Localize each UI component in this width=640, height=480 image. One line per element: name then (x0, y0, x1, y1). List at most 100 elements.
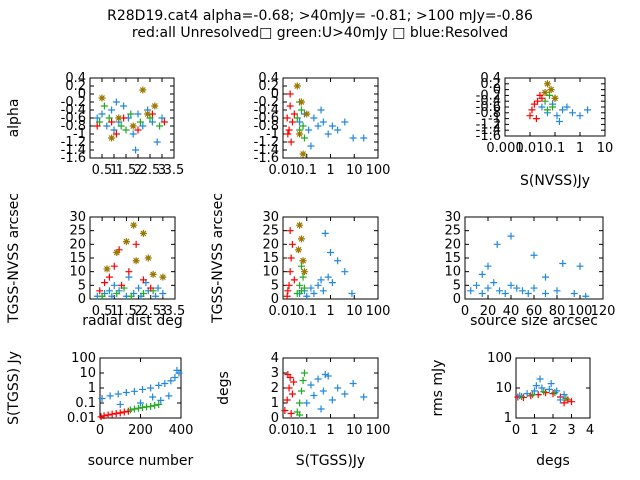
x-tick-label: 0.5 (92, 163, 113, 178)
data-point (547, 86, 555, 94)
y-tick-label: 30 (262, 210, 279, 225)
y-tick-label: 0 (78, 87, 86, 102)
data-point (530, 284, 538, 292)
data-point (473, 281, 480, 289)
data-point (490, 279, 498, 287)
data-point (303, 110, 311, 118)
data-point (116, 400, 124, 408)
data-point (303, 292, 311, 300)
y-tick-label: 0 (271, 411, 279, 426)
data-point (281, 407, 289, 414)
y-tick-label: 0 (453, 292, 461, 307)
data-point (556, 396, 564, 404)
data-point (297, 106, 305, 114)
data-point (319, 387, 327, 395)
data-point (159, 273, 167, 281)
x-tick-label: 10 (346, 163, 363, 178)
x-tick-label: 2 (134, 163, 142, 178)
x-tick-label: 10 (597, 141, 614, 156)
data-point (93, 122, 101, 130)
y-tick-label: 20 (444, 237, 461, 252)
x-axis-label: radial dist deg (82, 313, 182, 329)
data-point (108, 106, 116, 114)
y-tick-label: -0.8 (61, 119, 86, 134)
data-point (324, 372, 332, 380)
data-point (317, 405, 325, 413)
data-point (568, 398, 575, 406)
data-point (570, 290, 578, 298)
data-point (135, 284, 143, 292)
data-point (341, 268, 349, 276)
data-point (155, 381, 163, 389)
data-point (100, 412, 108, 420)
y-tick-label: -1.2 (61, 135, 86, 150)
data-point (360, 393, 368, 401)
data-point (97, 413, 105, 421)
y-tick-label: -0.6 (61, 111, 86, 126)
data-point (530, 251, 538, 259)
data-point (300, 369, 308, 377)
data-point (303, 399, 311, 407)
data-point (543, 80, 551, 88)
data-point (120, 408, 128, 416)
data-point (103, 265, 111, 273)
data-point (153, 138, 161, 146)
data-point (493, 240, 501, 248)
y-tick-label: 0 (78, 292, 86, 307)
x-tick-label: 100 (568, 304, 593, 319)
data-point (293, 290, 301, 298)
data-point (290, 276, 298, 284)
data-point (524, 290, 532, 298)
data-point (130, 387, 138, 395)
y-tick-label: 15 (444, 251, 461, 266)
data-point (584, 106, 592, 114)
y-tick-label: 0.01 (67, 411, 96, 426)
x-tick-label: 100 (366, 163, 391, 178)
y-tick-label: 5 (271, 278, 279, 293)
data-point (286, 227, 294, 235)
x-tick-label: 10 (346, 423, 363, 438)
data-point (100, 102, 108, 110)
data-point (106, 392, 114, 400)
x-tick-label: 0.1 (296, 163, 317, 178)
data-point (310, 290, 318, 298)
y-tick-label: 10 (69, 265, 86, 280)
y-tick-label: -0.2 (61, 95, 86, 110)
x-tick-label: 0.001 (486, 141, 523, 156)
data-point (341, 118, 349, 126)
data-point (284, 130, 292, 138)
data-point (310, 114, 318, 122)
data-point (101, 279, 109, 287)
y-tick-label: 1 (504, 411, 512, 426)
data-point (324, 273, 332, 281)
data-point (529, 391, 537, 399)
data-point (284, 371, 292, 378)
x-tick-label: 0.01 (269, 304, 298, 319)
data-point (348, 290, 356, 298)
x-tick-label: 20 (480, 304, 497, 319)
data-point (300, 284, 308, 292)
data-point (314, 375, 322, 383)
data-point (536, 375, 544, 383)
data-point (559, 106, 567, 114)
data-point (516, 392, 524, 400)
y-tick-label: 4 (271, 351, 279, 366)
data-point (125, 268, 133, 276)
x-axis-label: source size arcsec (470, 313, 598, 329)
y-tick-label: 1 (88, 381, 96, 396)
data-point (526, 112, 534, 120)
y-tick-label: -0.2 (254, 95, 279, 110)
x-tick-label: 1 (110, 304, 118, 319)
data-point (538, 103, 546, 111)
chart-title: R28D19.cat4 alpha=-0.68; >40mJy= -0.81; … (0, 8, 640, 42)
data-point (134, 110, 142, 118)
data-point (113, 290, 121, 298)
x-tick-label: 1 (576, 141, 584, 156)
y-tick-label: 10 (262, 265, 279, 280)
data-point (300, 268, 308, 276)
data-point (478, 270, 486, 278)
y-axis-label: alpha (6, 99, 22, 138)
x-tick-label: 0 (96, 423, 104, 438)
x-tick-label: 400 (169, 423, 194, 438)
x-tick-label: 3 (158, 163, 166, 178)
